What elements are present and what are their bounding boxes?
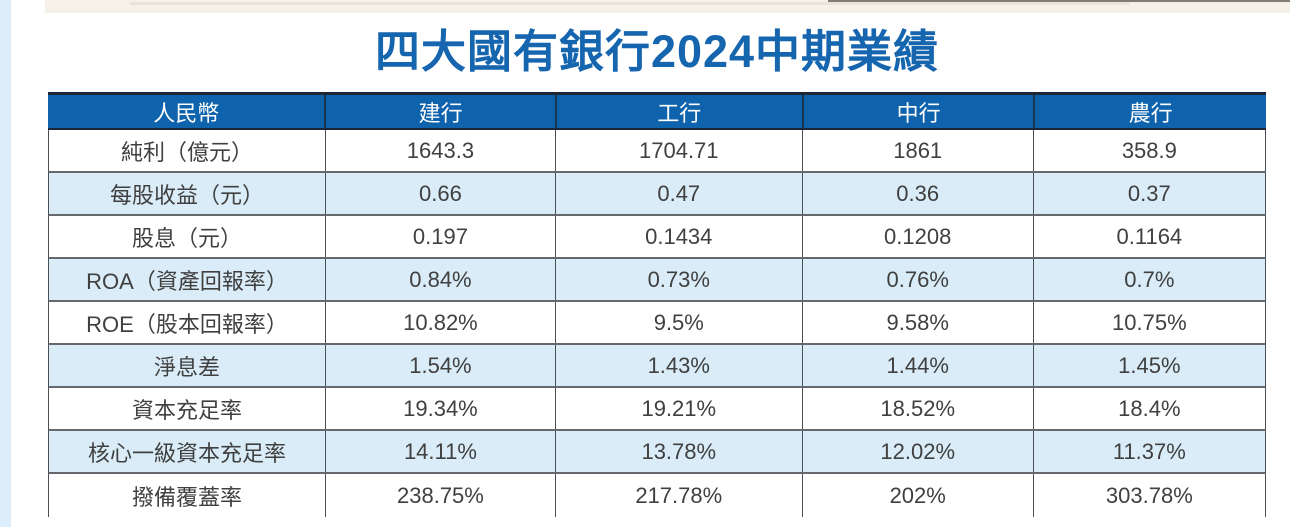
row-label: 每股收益（元） — [110, 182, 265, 208]
cell-value: 13.78% — [554, 431, 802, 472]
row-label: 撥備覆蓋率 — [132, 484, 243, 510]
page-title: 四大國有銀行2024中期業績 — [374, 26, 940, 77]
table-row: 純利（億元） 1643.3 1704.71 1861 358.9 — [48, 130, 1266, 173]
table-row: 淨息差 1.54% 1.43% 1.44% 1.45% — [48, 345, 1266, 388]
cell-value: 358.9 — [1032, 130, 1265, 171]
cell-value: 9.5% — [554, 302, 802, 343]
cell-value: 202% — [801, 474, 1033, 517]
bank-results-table: 人民幣 建行 工行 中行 農行 純利（億元） 1643.3 1704.71 1861 358.9… — [48, 92, 1266, 517]
cell-value: 19.34% — [325, 388, 555, 429]
cell-value: 0.197 — [325, 216, 555, 257]
row-label: ROA（資產回報率） — [86, 268, 288, 294]
cell-value: 0.84% — [325, 259, 555, 300]
header-cell-currency: 人民幣 — [153, 100, 220, 126]
cell-value: 1861 — [801, 130, 1033, 171]
row-label: 核心一級資本充足率 — [88, 440, 287, 466]
row-label: 資本充足率 — [132, 397, 243, 423]
left-margin-strip — [0, 0, 11, 527]
cell-value: 14.11% — [325, 431, 555, 472]
cell-value: 1704.71 — [554, 130, 802, 171]
table-row: 每股收益（元） 0.66 0.47 0.36 0.37 — [48, 173, 1266, 216]
row-label: 淨息差 — [154, 354, 221, 380]
table-row: 股息（元） 0.197 0.1434 0.1208 0.1164 — [48, 216, 1266, 259]
table-row: ROE（股本回報率） 10.82% 9.5% 9.58% 10.75% — [48, 302, 1266, 345]
cell-value: 0.66 — [325, 173, 555, 214]
cell-value: 19.21% — [554, 388, 802, 429]
cell-value: 0.7% — [1032, 259, 1265, 300]
cell-value: 1.45% — [1032, 345, 1265, 386]
cell-value: 303.78% — [1032, 474, 1265, 517]
header-cell-bank-3: 中行 — [801, 95, 1033, 128]
table-row: 資本充足率 19.34% 19.21% 18.52% 18.4% — [48, 388, 1266, 431]
cell-value: 12.02% — [801, 431, 1033, 472]
cell-value: 18.52% — [801, 388, 1033, 429]
cell-value: 0.47 — [554, 173, 802, 214]
cell-value: 11.37% — [1032, 431, 1265, 472]
cell-value: 238.75% — [325, 474, 555, 517]
cell-value: 18.4% — [1032, 388, 1265, 429]
header-cell-bank-2: 工行 — [554, 95, 802, 128]
table-row: ROA（資產回報率） 0.84% 0.73% 0.76% 0.7% — [48, 259, 1266, 302]
cell-value: 9.58% — [801, 302, 1033, 343]
cell-value: 1643.3 — [325, 130, 555, 171]
row-label: 股息（元） — [132, 225, 243, 251]
table-row: 撥備覆蓋率 238.75% 217.78% 202% 303.78% — [48, 474, 1266, 517]
cell-value: 0.37 — [1032, 173, 1265, 214]
cell-value: 217.78% — [554, 474, 802, 517]
row-label: 純利（億元） — [121, 139, 254, 165]
cell-value: 0.1434 — [554, 216, 802, 257]
table-body: 純利（億元） 1643.3 1704.71 1861 358.9 每股收益（元） 0.66 0… — [48, 130, 1266, 517]
header-cell-bank-4: 農行 — [1033, 95, 1266, 128]
cell-value: 1.43% — [554, 345, 802, 386]
cell-value: 10.82% — [325, 302, 555, 343]
paper-edge-strip — [45, 0, 1290, 13]
cell-value: 0.73% — [554, 259, 802, 300]
table-header-row: 人民幣 建行 工行 中行 農行 — [48, 92, 1266, 130]
cell-value: 0.76% — [801, 259, 1033, 300]
cell-value: 0.1164 — [1032, 216, 1265, 257]
scan-edge-line — [828, 0, 1290, 2]
cell-value: 10.75% — [1032, 302, 1265, 343]
row-label: ROE（股本回報率） — [86, 311, 288, 337]
cell-value: 1.54% — [325, 345, 555, 386]
cell-value: 0.36 — [801, 173, 1033, 214]
cell-value: 0.1208 — [801, 216, 1033, 257]
table-row: 核心一級資本充足率 14.11% 13.78% 12.02% 11.37% — [48, 431, 1266, 474]
cell-value: 1.44% — [801, 345, 1033, 386]
header-cell-bank-1: 建行 — [324, 95, 554, 128]
